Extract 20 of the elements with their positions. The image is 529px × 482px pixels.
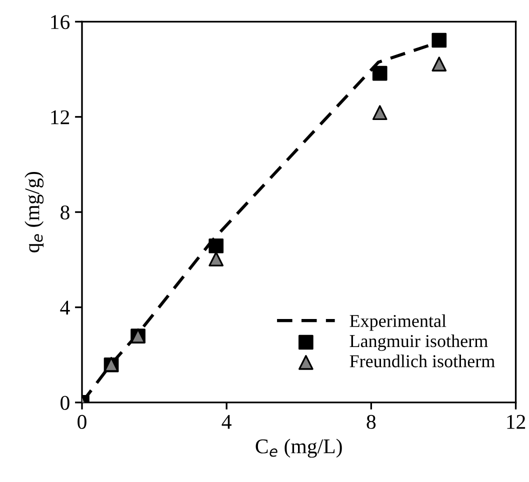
y-tick-label: 8 [60, 205, 70, 220]
legend-label: Experimental [350, 314, 446, 331]
y-tick-label: 12 [51, 110, 70, 124]
legend-label: Langmuir isotherm [350, 334, 488, 351]
x-tick-label: 0 [78, 414, 86, 429]
point [372, 66, 388, 81]
x-tick-label: 4 [222, 415, 232, 429]
y-tick-label: 0 [60, 396, 70, 410]
y-axis-title: q$_{e}$ (mg/g) [24, 172, 44, 252]
y-tick-label: 16 [51, 15, 70, 30]
x-axis-title: C$_{e}$ (mg/L) [256, 438, 342, 458]
point [208, 252, 224, 266]
point [432, 56, 447, 72]
point [372, 105, 388, 120]
x-tick-label: 8 [366, 414, 376, 429]
point [208, 238, 224, 254]
y-tick-label: 4 [60, 300, 70, 315]
legend-label: Freundlich isotherm [350, 354, 495, 368]
point [432, 32, 447, 48]
x-tick-label: 12 [507, 414, 526, 429]
